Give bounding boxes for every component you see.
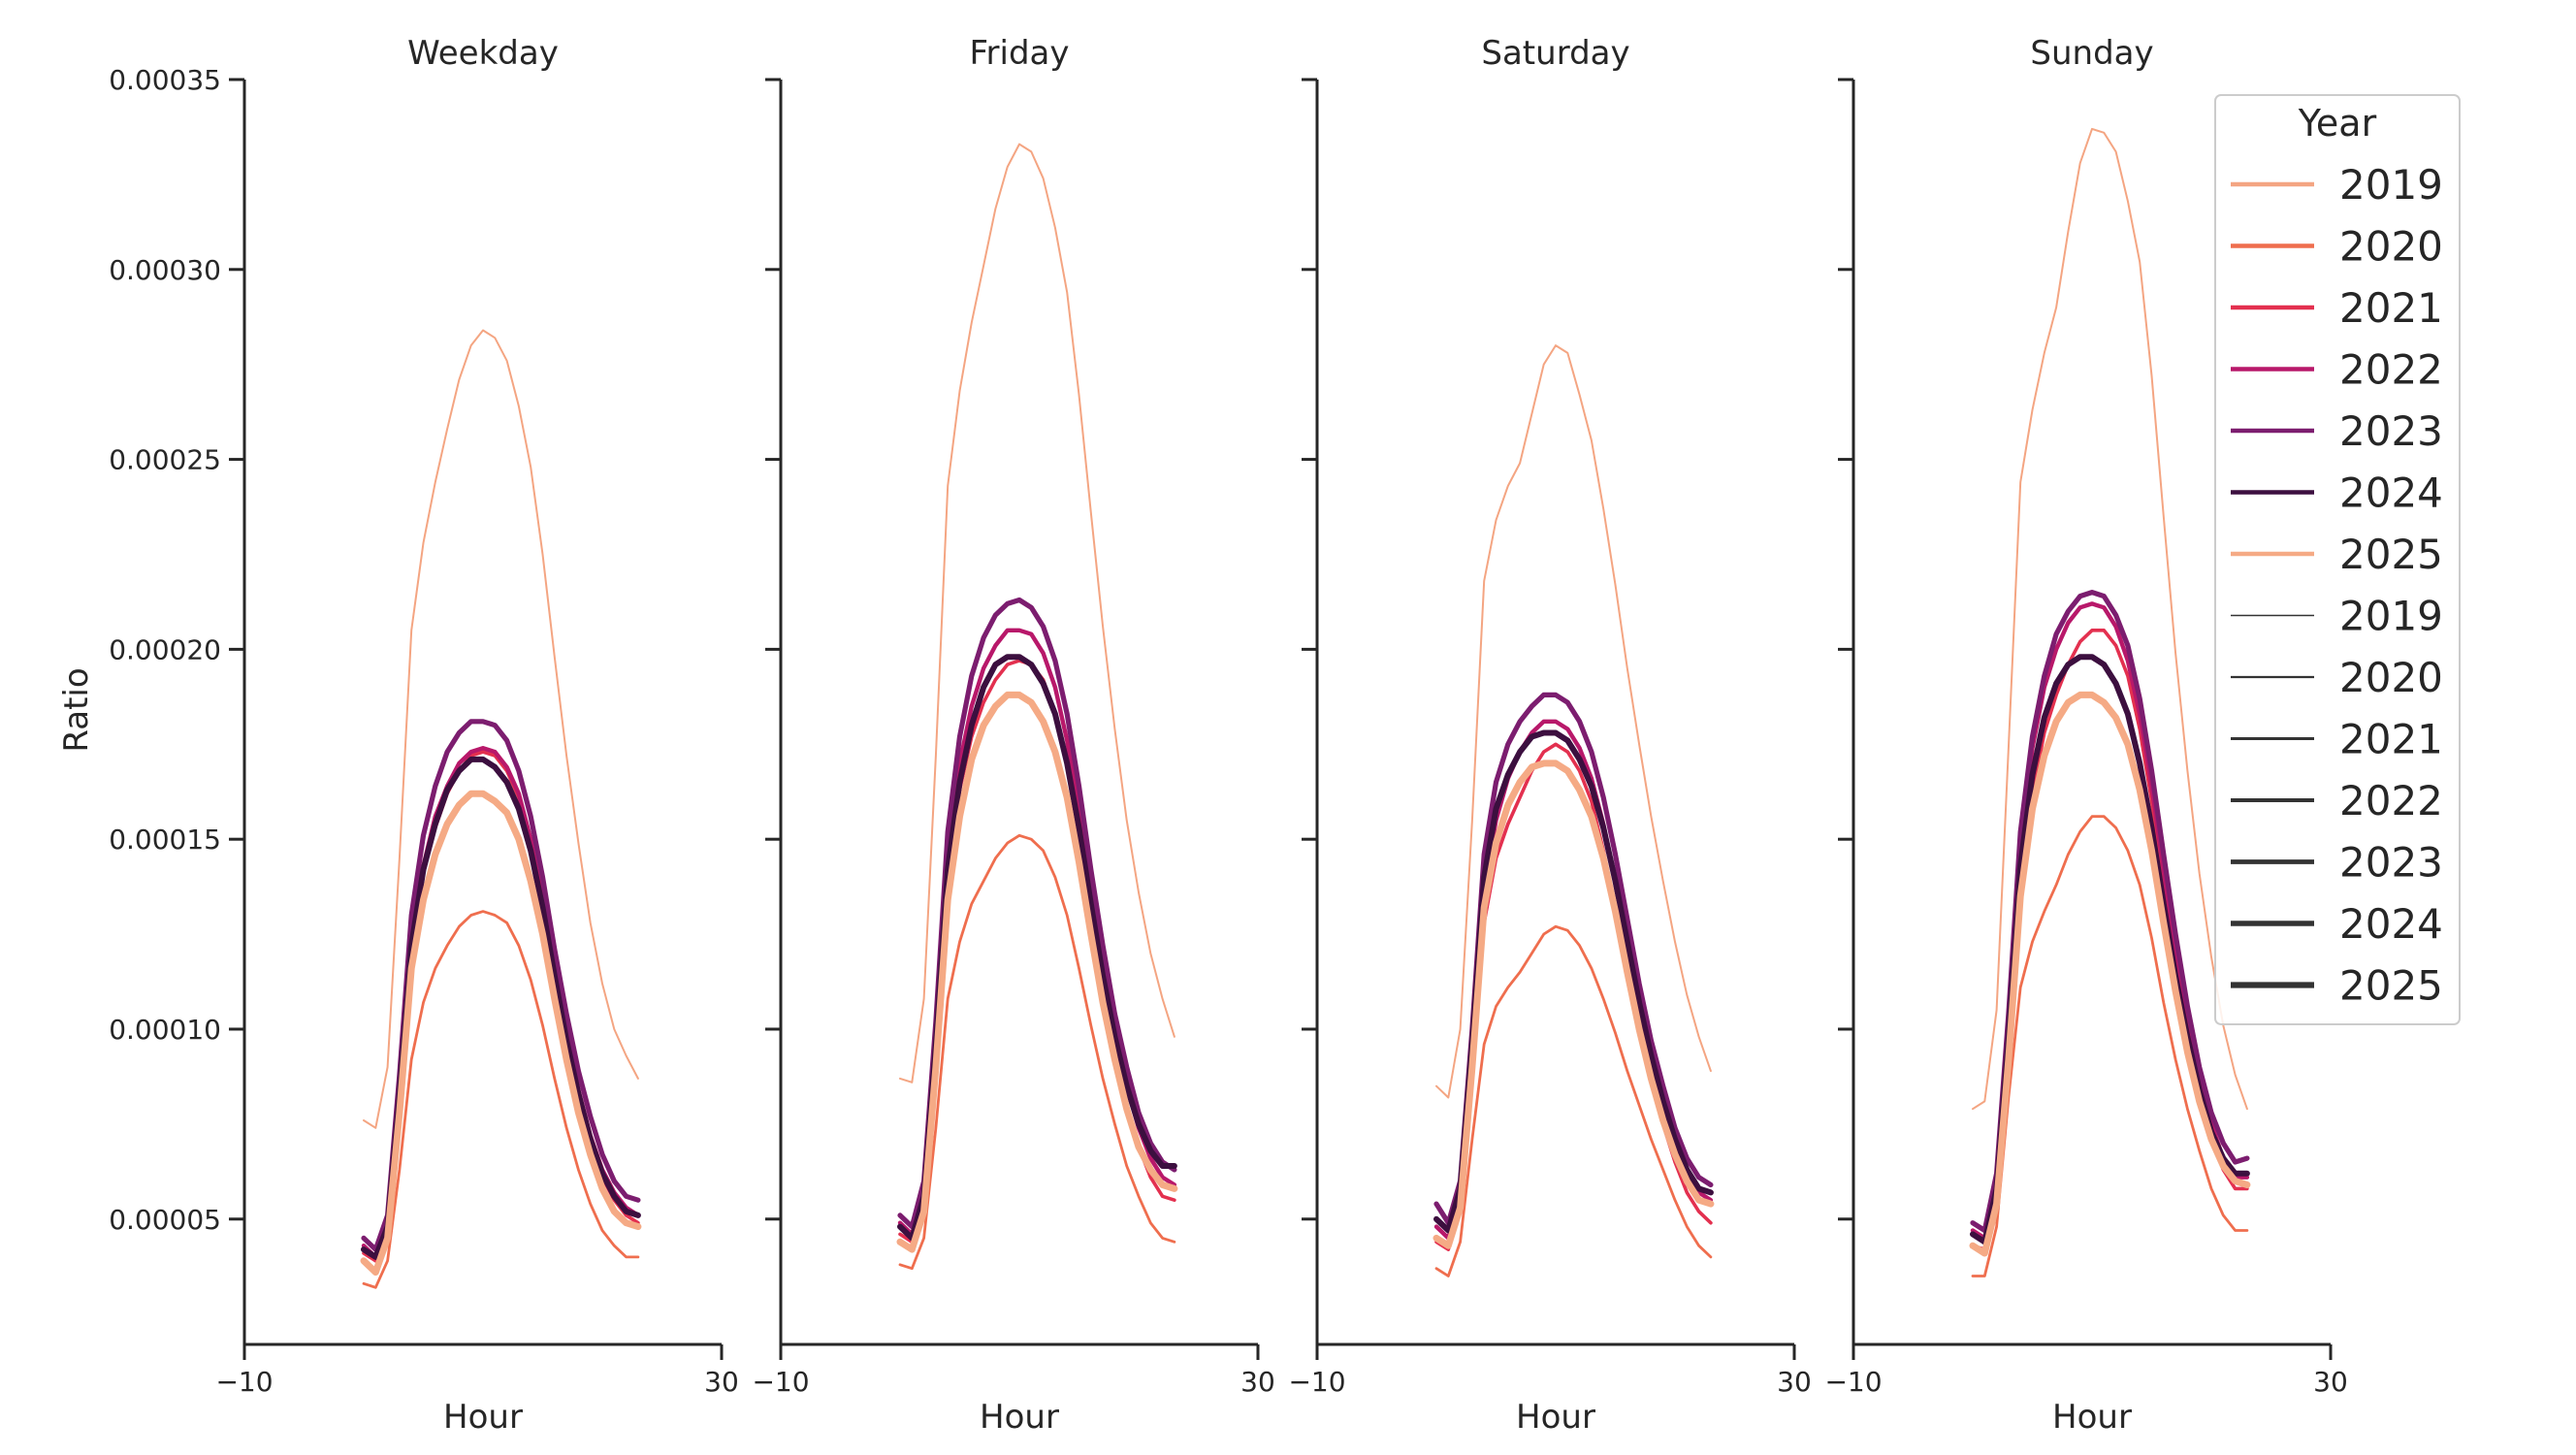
legend-entry-label: 2022 [2339,777,2443,824]
y-tick-label: 0.00020 [109,633,221,665]
legend-entry-label: 2022 [2339,346,2443,394]
series-group [360,329,642,1289]
legend: Year 2019 2020 2021 2022 2023 2024 2025 2019 2020… [2214,94,2461,1025]
legend-box [2214,94,2461,1025]
x-tick-label: 30 [1240,1366,1275,1398]
series-line-2019 [1972,127,2248,1111]
y-tick-label: 0.00005 [109,1204,221,1236]
facet-saturday: Saturday −10 30 Hour [1288,34,1811,1437]
x-axis-label: Hour [980,1398,1059,1437]
legend-entry-label: 2024 [2339,469,2443,517]
legend-entry-label: 2019 [2339,161,2443,209]
facet-weekday: Weekday 0.00005 0.00010 0.00015 0.00020 0.000… [109,34,739,1437]
legend-entry-label: 2019 [2339,593,2443,640]
legend-entry-label: 2025 [2339,962,2443,1010]
x-tick-label: −10 [215,1366,273,1398]
x-tick-label: 30 [704,1366,739,1398]
series-line-2020 [1434,924,1713,1277]
series-line-2025 [1969,691,2251,1257]
legend-entry-label: 2020 [2339,654,2443,701]
x-tick-label: 30 [2313,1366,2348,1398]
series-line-2019 [1435,344,1712,1099]
y-tick-label: 0.00025 [109,444,221,476]
facet-panels: Weekday 0.00005 0.00010 0.00015 0.00020 0.000… [109,34,2348,1437]
legend-entry-label: 2020 [2339,223,2443,271]
legend-entry-label: 2023 [2339,407,2443,455]
series-line-2025 [360,790,642,1277]
legend-entry-label: 2025 [2339,531,2443,578]
series-line-2025 [896,691,1178,1253]
legend-entry-label: 2024 [2339,900,2443,948]
x-axis-label: Hour [443,1398,523,1437]
x-tick-label: −10 [1288,1366,1345,1398]
y-axis-label: Ratio [57,667,96,752]
series-group [1969,127,2251,1277]
y-tick-label: 0.00035 [109,64,221,96]
facet-title: Sunday [2030,34,2153,73]
facet-sunday: Sunday −10 30 Hour [1824,34,2347,1437]
series-group [1433,344,1715,1277]
x-tick-label: −10 [752,1366,809,1398]
x-tick-label: −10 [1824,1366,1882,1398]
legend-title: Year [2298,102,2377,145]
series-line-2019 [899,143,1175,1083]
legend-entry-label: 2021 [2339,284,2443,332]
series-line-2020 [1971,815,2249,1277]
series-group [896,143,1178,1271]
series-line-2020 [362,910,640,1289]
legend-entry-label: 2021 [2339,716,2443,763]
y-tick-label: 0.00015 [109,824,221,856]
facet-title: Weekday [407,34,559,73]
series-line-2020 [898,833,1176,1271]
series-line-2019 [363,329,639,1129]
facet-title: Saturday [1481,34,1629,73]
facet-title: Friday [969,34,1069,73]
x-tick-label: 30 [1777,1366,1812,1398]
x-axis-label: Hour [2052,1398,2132,1437]
facet-friday: Friday −10 30 Hour [752,34,1274,1437]
series-line-2025 [1433,760,1715,1249]
y-tick-label: 0.00010 [109,1014,221,1046]
x-axis-label: Hour [1516,1398,1595,1437]
y-tick-label: 0.00030 [109,254,221,286]
legend-entry-label: 2023 [2339,839,2443,887]
